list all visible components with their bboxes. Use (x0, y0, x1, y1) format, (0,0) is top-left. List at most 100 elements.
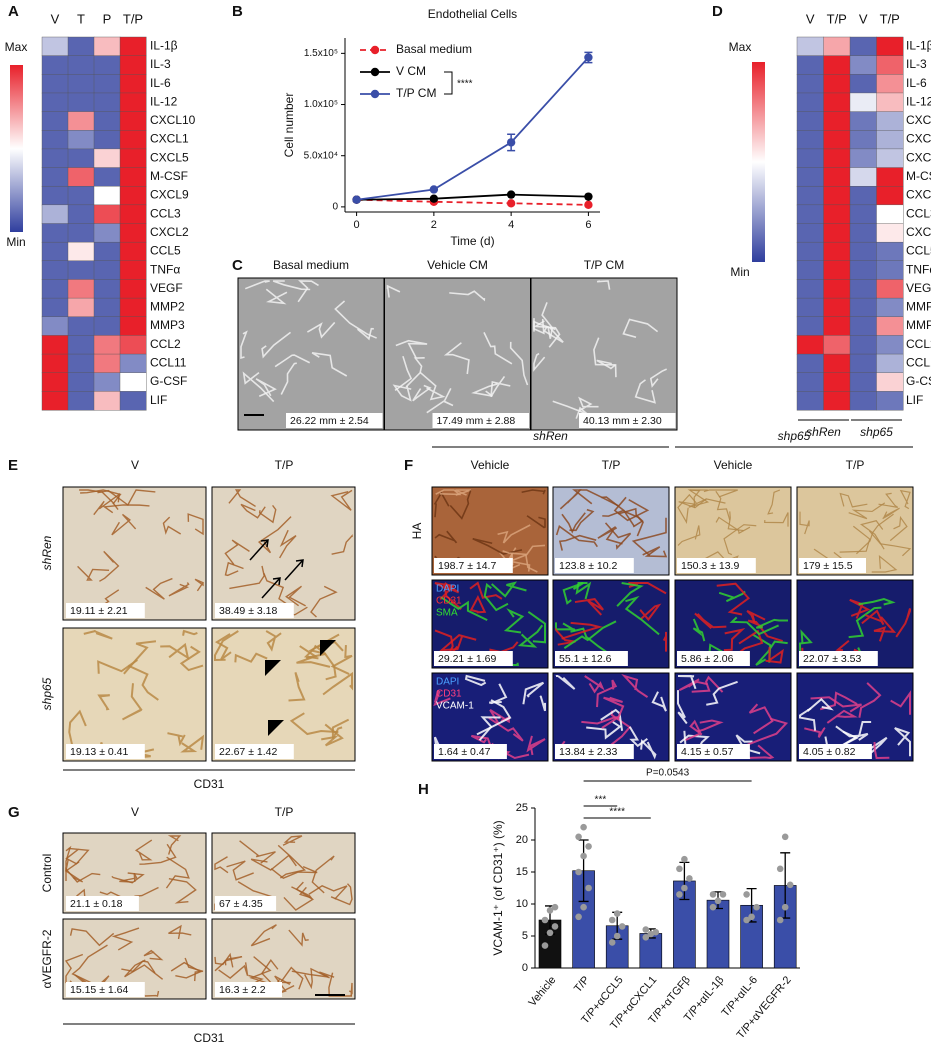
y-tick-label: 5 (522, 930, 528, 942)
micrograph-texture (258, 504, 277, 524)
micrograph-texture (449, 290, 486, 302)
heatmap-cell (119, 204, 147, 225)
measurement: 26.22 mm ± 2.54 (290, 415, 369, 427)
micrograph-texture (65, 867, 101, 883)
micrograph-texture (123, 640, 157, 675)
heatmap-cell (41, 372, 69, 392)
micrograph-texture (119, 872, 138, 883)
micrograph-texture (392, 384, 412, 402)
heatmap-cell (796, 92, 824, 113)
heatmap-cell (41, 167, 69, 187)
heatmap-cell (876, 185, 904, 206)
micrograph-texture (634, 379, 656, 404)
micrograph-texture (311, 352, 348, 377)
measurement-box (432, 413, 529, 428)
micrograph-texture (767, 489, 781, 515)
image-label: T/P CM (584, 258, 624, 272)
heatmap-cell (849, 148, 877, 169)
data-point (709, 903, 717, 911)
micrograph-texture (274, 975, 295, 994)
heatmap-cell (119, 316, 147, 336)
micrograph-texture (285, 585, 306, 607)
micrograph-texture (574, 598, 604, 616)
micrograph-texture (572, 489, 619, 507)
heatmap-cell (93, 92, 121, 113)
heatmap-cell (67, 111, 95, 131)
micrograph-texture (569, 508, 595, 532)
y-tick-label: 5.0x10⁴ (304, 150, 338, 161)
micrograph-texture (826, 709, 858, 724)
heatmap-cell (41, 111, 69, 131)
heatmap-cell (67, 148, 95, 169)
micrograph-texture (662, 631, 667, 652)
data-point (781, 903, 789, 911)
significance-label: **** (609, 807, 625, 818)
micrograph-texture (443, 582, 462, 610)
heatmap-cell (876, 353, 904, 374)
row-label: MMP3 (150, 318, 185, 332)
micrograph-texture (491, 581, 527, 598)
micrograph-texture (857, 720, 872, 741)
data-point (676, 865, 683, 873)
heatmap-cell (93, 260, 121, 280)
heatmap-cell (849, 316, 877, 336)
micrograph-texture (765, 647, 784, 664)
micrograph-texture (642, 546, 668, 558)
heatmap-cell (849, 335, 877, 355)
micrograph-texture (97, 694, 110, 711)
heatmap-cell (67, 167, 95, 187)
measurement: 15.15 ± 1.64 (70, 984, 128, 996)
data-point (546, 907, 554, 914)
micrograph-texture (755, 618, 789, 629)
micrograph-texture (255, 378, 277, 397)
column-label: V (131, 805, 139, 819)
heatmap-cell (796, 148, 824, 169)
micrograph-texture (139, 843, 177, 865)
column-label: T/P (123, 11, 143, 26)
micrograph-texture (182, 629, 198, 636)
legend-marker (370, 67, 380, 77)
heatmap-cell (796, 223, 824, 243)
row-label: VEGF (150, 281, 183, 295)
micrograph-texture (283, 881, 315, 911)
heatmap-cell (823, 353, 851, 374)
micrograph-texture (279, 966, 304, 990)
micrograph-texture (640, 738, 657, 760)
micrograph-texture (449, 490, 472, 520)
data-point (608, 939, 616, 946)
channel-label: DAPI (436, 677, 459, 688)
micrograph (237, 277, 385, 431)
heatmap-cell (41, 92, 69, 113)
micrograph-texture (581, 715, 620, 729)
micrograph-texture (687, 489, 710, 508)
measurement: 22.07 ± 3.53 (803, 653, 861, 665)
micrograph-texture (649, 368, 667, 388)
heatmap-cell (119, 130, 147, 150)
heatmap-cell (119, 223, 147, 243)
micrograph-texture (470, 734, 493, 749)
micrograph-texture (311, 855, 335, 894)
measurement: 16.3 ± 2.2 (219, 984, 266, 996)
measurement-box (215, 896, 277, 911)
micrograph-texture (597, 526, 623, 545)
heatmap-cell (41, 353, 69, 374)
panel-letter: F (404, 457, 413, 474)
significance-bracket (444, 71, 453, 95)
data-point (719, 891, 727, 898)
x-tick-label: 0 (354, 219, 360, 231)
row-label: IL-12 (906, 94, 931, 108)
micrograph-texture (214, 856, 229, 874)
heatmap-cell (119, 36, 147, 57)
heatmap-cell (67, 130, 95, 150)
micrograph (530, 277, 678, 431)
heatmap-cell (796, 279, 824, 299)
colorbar-max: Max (729, 40, 752, 54)
heatmap-cell (849, 111, 877, 131)
measurement-box (555, 744, 634, 759)
micrograph-texture (489, 683, 508, 705)
heatmap-cell (796, 55, 824, 75)
measurement: 40.13 mm ± 2.30 (583, 415, 662, 427)
heatmap-cell (41, 279, 69, 299)
micrograph-texture (856, 513, 894, 555)
micrograph-texture (330, 645, 353, 675)
